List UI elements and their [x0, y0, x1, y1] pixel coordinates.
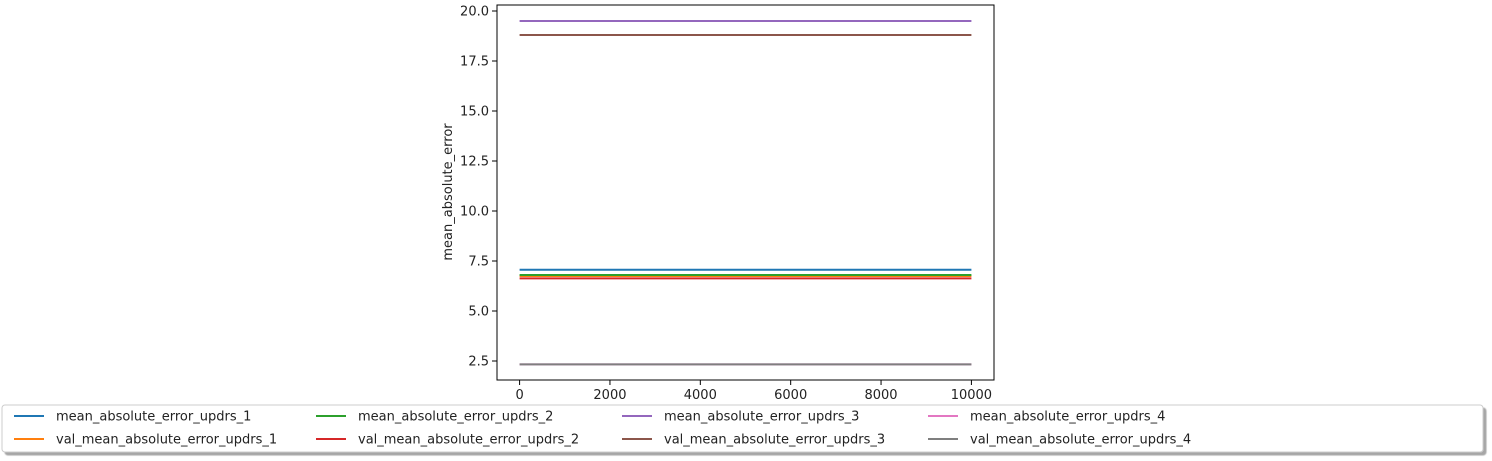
legend: mean_absolute_error_updrs_1 val_mean_abso… [1, 404, 1484, 453]
x-axis: 0 2000 4000 6000 8000 10000 [515, 380, 992, 403]
y-tick-label: 10.0 [460, 205, 489, 220]
legend-label: mean_absolute_error_updrs_1 [56, 410, 251, 425]
legend-items: mean_absolute_error_updrs_1 val_mean_abso… [14, 410, 1191, 448]
y-tick-label: 5.0 [468, 305, 489, 320]
x-tick-label: 10000 [951, 388, 992, 403]
y-tick-label: 15.0 [460, 105, 489, 120]
legend-label: val_mean_absolute_error_updrs_4 [970, 433, 1191, 448]
y-axis: 2.5 5.0 7.5 10.0 12.5 15.0 17.5 20.0 [460, 5, 497, 370]
legend-label: mean_absolute_error_updrs_2 [358, 410, 553, 425]
x-tick-label: 6000 [774, 388, 807, 403]
x-tick-label: 2000 [593, 388, 626, 403]
y-tick-label: 7.5 [468, 255, 489, 270]
legend-label: val_mean_absolute_error_updrs_2 [358, 433, 579, 448]
x-tick-label: 0 [515, 388, 523, 403]
x-tick-label: 8000 [864, 388, 897, 403]
y-tick-label: 2.5 [468, 355, 489, 370]
legend-label: val_mean_absolute_error_updrs_1 [56, 433, 277, 448]
x-tick-label: 4000 [684, 388, 717, 403]
series-layer [519, 20, 972, 366]
y-tick-label: 12.5 [460, 155, 489, 170]
legend-box [1, 404, 1484, 453]
y-tick-label: 17.5 [460, 55, 489, 70]
y-tick-label: 20.0 [460, 5, 489, 20]
y-axis-title: mean_absolute_error [441, 123, 456, 261]
plot-frame [496, 4, 995, 381]
legend-label: mean_absolute_error_updrs_3 [664, 410, 859, 425]
legend-label: mean_absolute_error_updrs_4 [970, 410, 1165, 425]
legend-label: val_mean_absolute_error_updrs_3 [664, 433, 885, 448]
